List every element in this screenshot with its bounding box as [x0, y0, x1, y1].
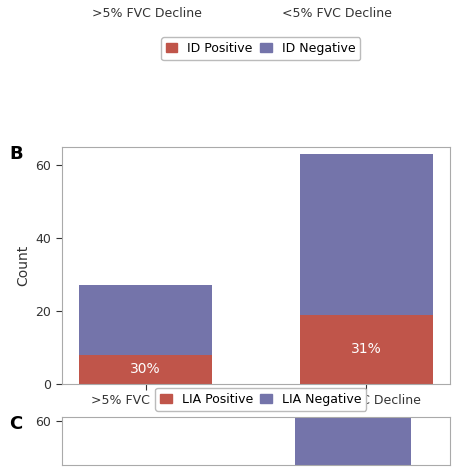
- Y-axis label: Count: Count: [16, 245, 30, 286]
- Text: C: C: [9, 415, 23, 433]
- Legend: ID Positive, ID Negative: ID Positive, ID Negative: [161, 37, 360, 60]
- Bar: [300, 315, 433, 384]
- Bar: [300, 154, 433, 315]
- Text: 30%: 30%: [130, 362, 161, 376]
- Bar: [79, 355, 212, 384]
- Text: 31%: 31%: [351, 342, 382, 356]
- Bar: [295, 417, 411, 465]
- Text: B: B: [9, 145, 23, 163]
- Bar: [79, 285, 212, 355]
- Legend: LIA Positive, LIA Negative: LIA Positive, LIA Negative: [155, 388, 366, 411]
- Text: >5% FVC Decline: >5% FVC Decline: [92, 7, 202, 20]
- Text: <5% FVC Decline: <5% FVC Decline: [282, 7, 392, 20]
